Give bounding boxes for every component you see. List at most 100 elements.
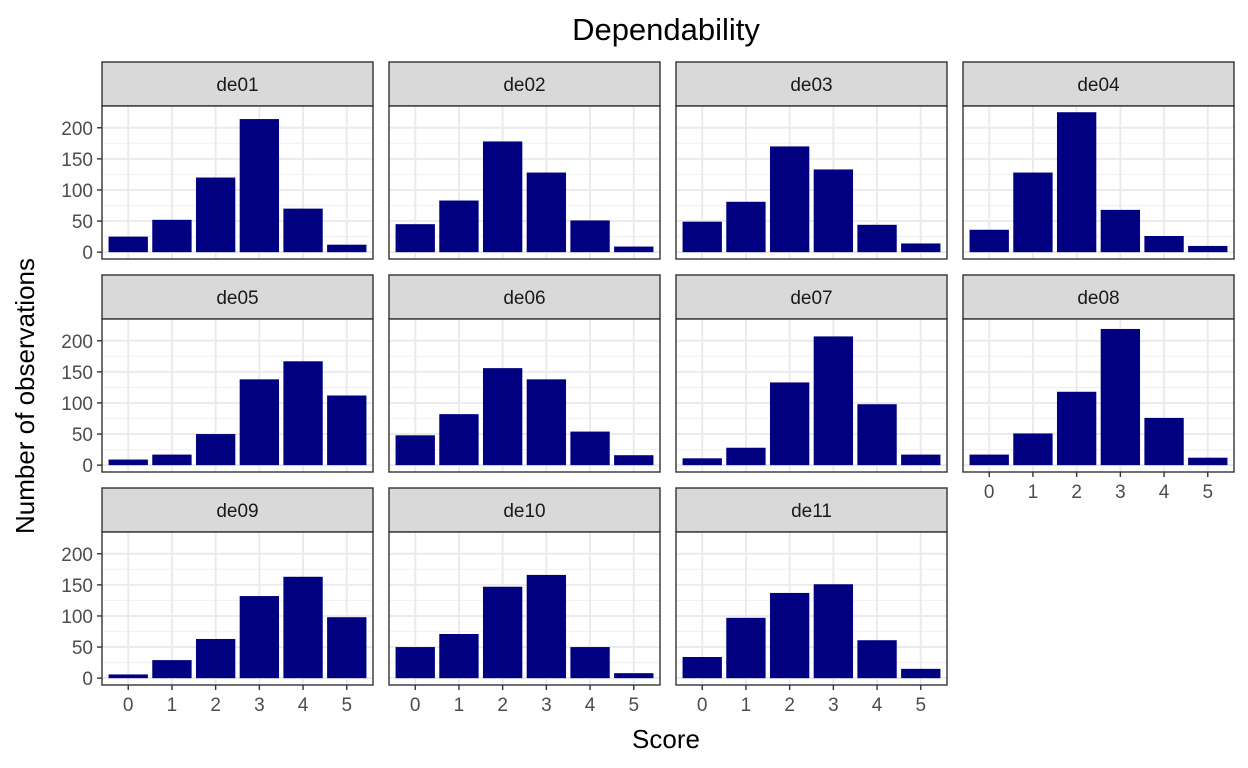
bar-de10-2 [482, 586, 523, 679]
x-axis-title: Score [632, 724, 700, 754]
y-tick-label: 0 [82, 243, 93, 264]
strip-label-de01: de01 [216, 75, 258, 96]
y-tick-label: 200 [61, 545, 93, 566]
panel-border [675, 318, 948, 473]
bar-de06-4 [570, 431, 610, 466]
bar-de03-3 [813, 169, 854, 253]
x-tick-label: 1 [454, 695, 465, 716]
x-tick-label: 2 [210, 695, 221, 716]
panel-border [388, 318, 661, 473]
x-tick-label: 1 [167, 695, 178, 716]
x-tick-label: 0 [123, 695, 134, 716]
bar-de08-1 [1013, 433, 1053, 466]
bar-de10-1 [439, 634, 479, 679]
panel-de11: de11 0 1 2 3 4 5 [675, 487, 948, 716]
x-tick-label: 2 [497, 695, 508, 716]
bar-de08-0 [969, 454, 1009, 466]
bar-de06-5 [614, 455, 654, 466]
x-tick-label: 4 [585, 695, 596, 716]
y-tick-label: 100 [61, 607, 93, 628]
strip-de01 [101, 61, 374, 107]
strip-de05 [101, 274, 374, 320]
y-tick-label: 50 [72, 638, 93, 659]
panel-background [102, 106, 373, 259]
bar-de10-4 [570, 647, 610, 679]
bar-de07-3 [813, 336, 854, 466]
y-tick-label: 50 [72, 425, 93, 446]
bar-de03-5 [901, 243, 941, 253]
bar-de01-4 [283, 208, 323, 253]
strip-label-de02: de02 [503, 75, 545, 96]
bar-de11-3 [813, 584, 854, 679]
bar-de08-2 [1056, 391, 1097, 466]
x-tick-label: 5 [628, 695, 639, 716]
bar-de02-0 [395, 224, 435, 253]
panel-border [962, 318, 1235, 473]
x-tick-label: 0 [984, 482, 995, 503]
bar-de03-0 [682, 221, 722, 253]
bar-de09-2 [195, 638, 236, 679]
bar-de10-5 [614, 673, 654, 679]
bar-de08-5 [1188, 457, 1228, 466]
y-tick-label: 100 [61, 394, 93, 415]
panel-de08: de08 0 1 2 3 4 5 [962, 274, 1235, 503]
bar-de07-1 [726, 447, 766, 466]
strip-label-de08: de08 [1077, 288, 1119, 309]
bar-de09-5 [327, 617, 367, 679]
strip-de04 [962, 61, 1235, 107]
panel-border [101, 531, 374, 686]
strip-de07 [675, 274, 948, 320]
x-tick-label: 3 [828, 695, 839, 716]
bar-de09-3 [239, 596, 280, 679]
bar-de04-2 [1056, 112, 1097, 253]
bar-de07-2 [769, 382, 810, 466]
x-tick-label: 5 [341, 695, 352, 716]
panel-de02: de02 [388, 61, 661, 260]
bar-de11-0 [682, 657, 722, 679]
strip-label-de03: de03 [790, 75, 832, 96]
x-tick-label: 0 [697, 695, 708, 716]
bar-de11-4 [857, 640, 897, 679]
bar-de11-1 [726, 617, 766, 679]
x-tick-label: 2 [784, 695, 795, 716]
bar-de07-0 [682, 458, 722, 466]
bar-de09-1 [152, 660, 192, 679]
panel-border [675, 105, 948, 260]
bar-de02-3 [526, 172, 567, 253]
bar-de09-4 [283, 576, 323, 679]
bar-de05-0 [108, 459, 148, 466]
panel-border [388, 105, 661, 260]
x-tick-label: 5 [1202, 482, 1213, 503]
panel-de06: de06 [388, 274, 661, 473]
x-tick-label: 3 [254, 695, 265, 716]
bar-de04-0 [969, 229, 1009, 253]
bar-de05-5 [327, 395, 367, 466]
x-tick-label: 1 [1028, 482, 1039, 503]
strip-label-de07: de07 [790, 288, 832, 309]
bar-de03-2 [769, 146, 810, 253]
bar-de05-2 [195, 434, 236, 466]
bar-de10-0 [395, 647, 435, 679]
bar-de09-0 [108, 674, 148, 679]
bar-de05-3 [239, 379, 280, 466]
bar-de08-4 [1144, 417, 1184, 466]
panel-border [675, 531, 948, 686]
bar-de02-1 [439, 200, 479, 253]
x-tick-label: 3 [1115, 482, 1126, 503]
panel-border [962, 105, 1235, 260]
panel-de04: de04 [962, 61, 1235, 260]
y-axis-title: Number of observations [10, 258, 40, 534]
x-tick-label: 1 [741, 695, 752, 716]
bar-de08-3 [1100, 328, 1141, 466]
chart-title: Dependability [572, 12, 760, 47]
y-tick-label: 150 [61, 363, 93, 384]
bar-de03-4 [857, 224, 897, 253]
strip-de03 [675, 61, 948, 107]
y-tick-label: 150 [61, 150, 93, 171]
bar-de06-3 [526, 379, 567, 466]
strip-label-de06: de06 [503, 288, 545, 309]
panel-de09: de09 0 50 100 150 200 0 1 2 3 4 5 [61, 487, 374, 716]
strip-label-de09: de09 [216, 501, 258, 522]
strip-label-de05: de05 [216, 288, 258, 309]
